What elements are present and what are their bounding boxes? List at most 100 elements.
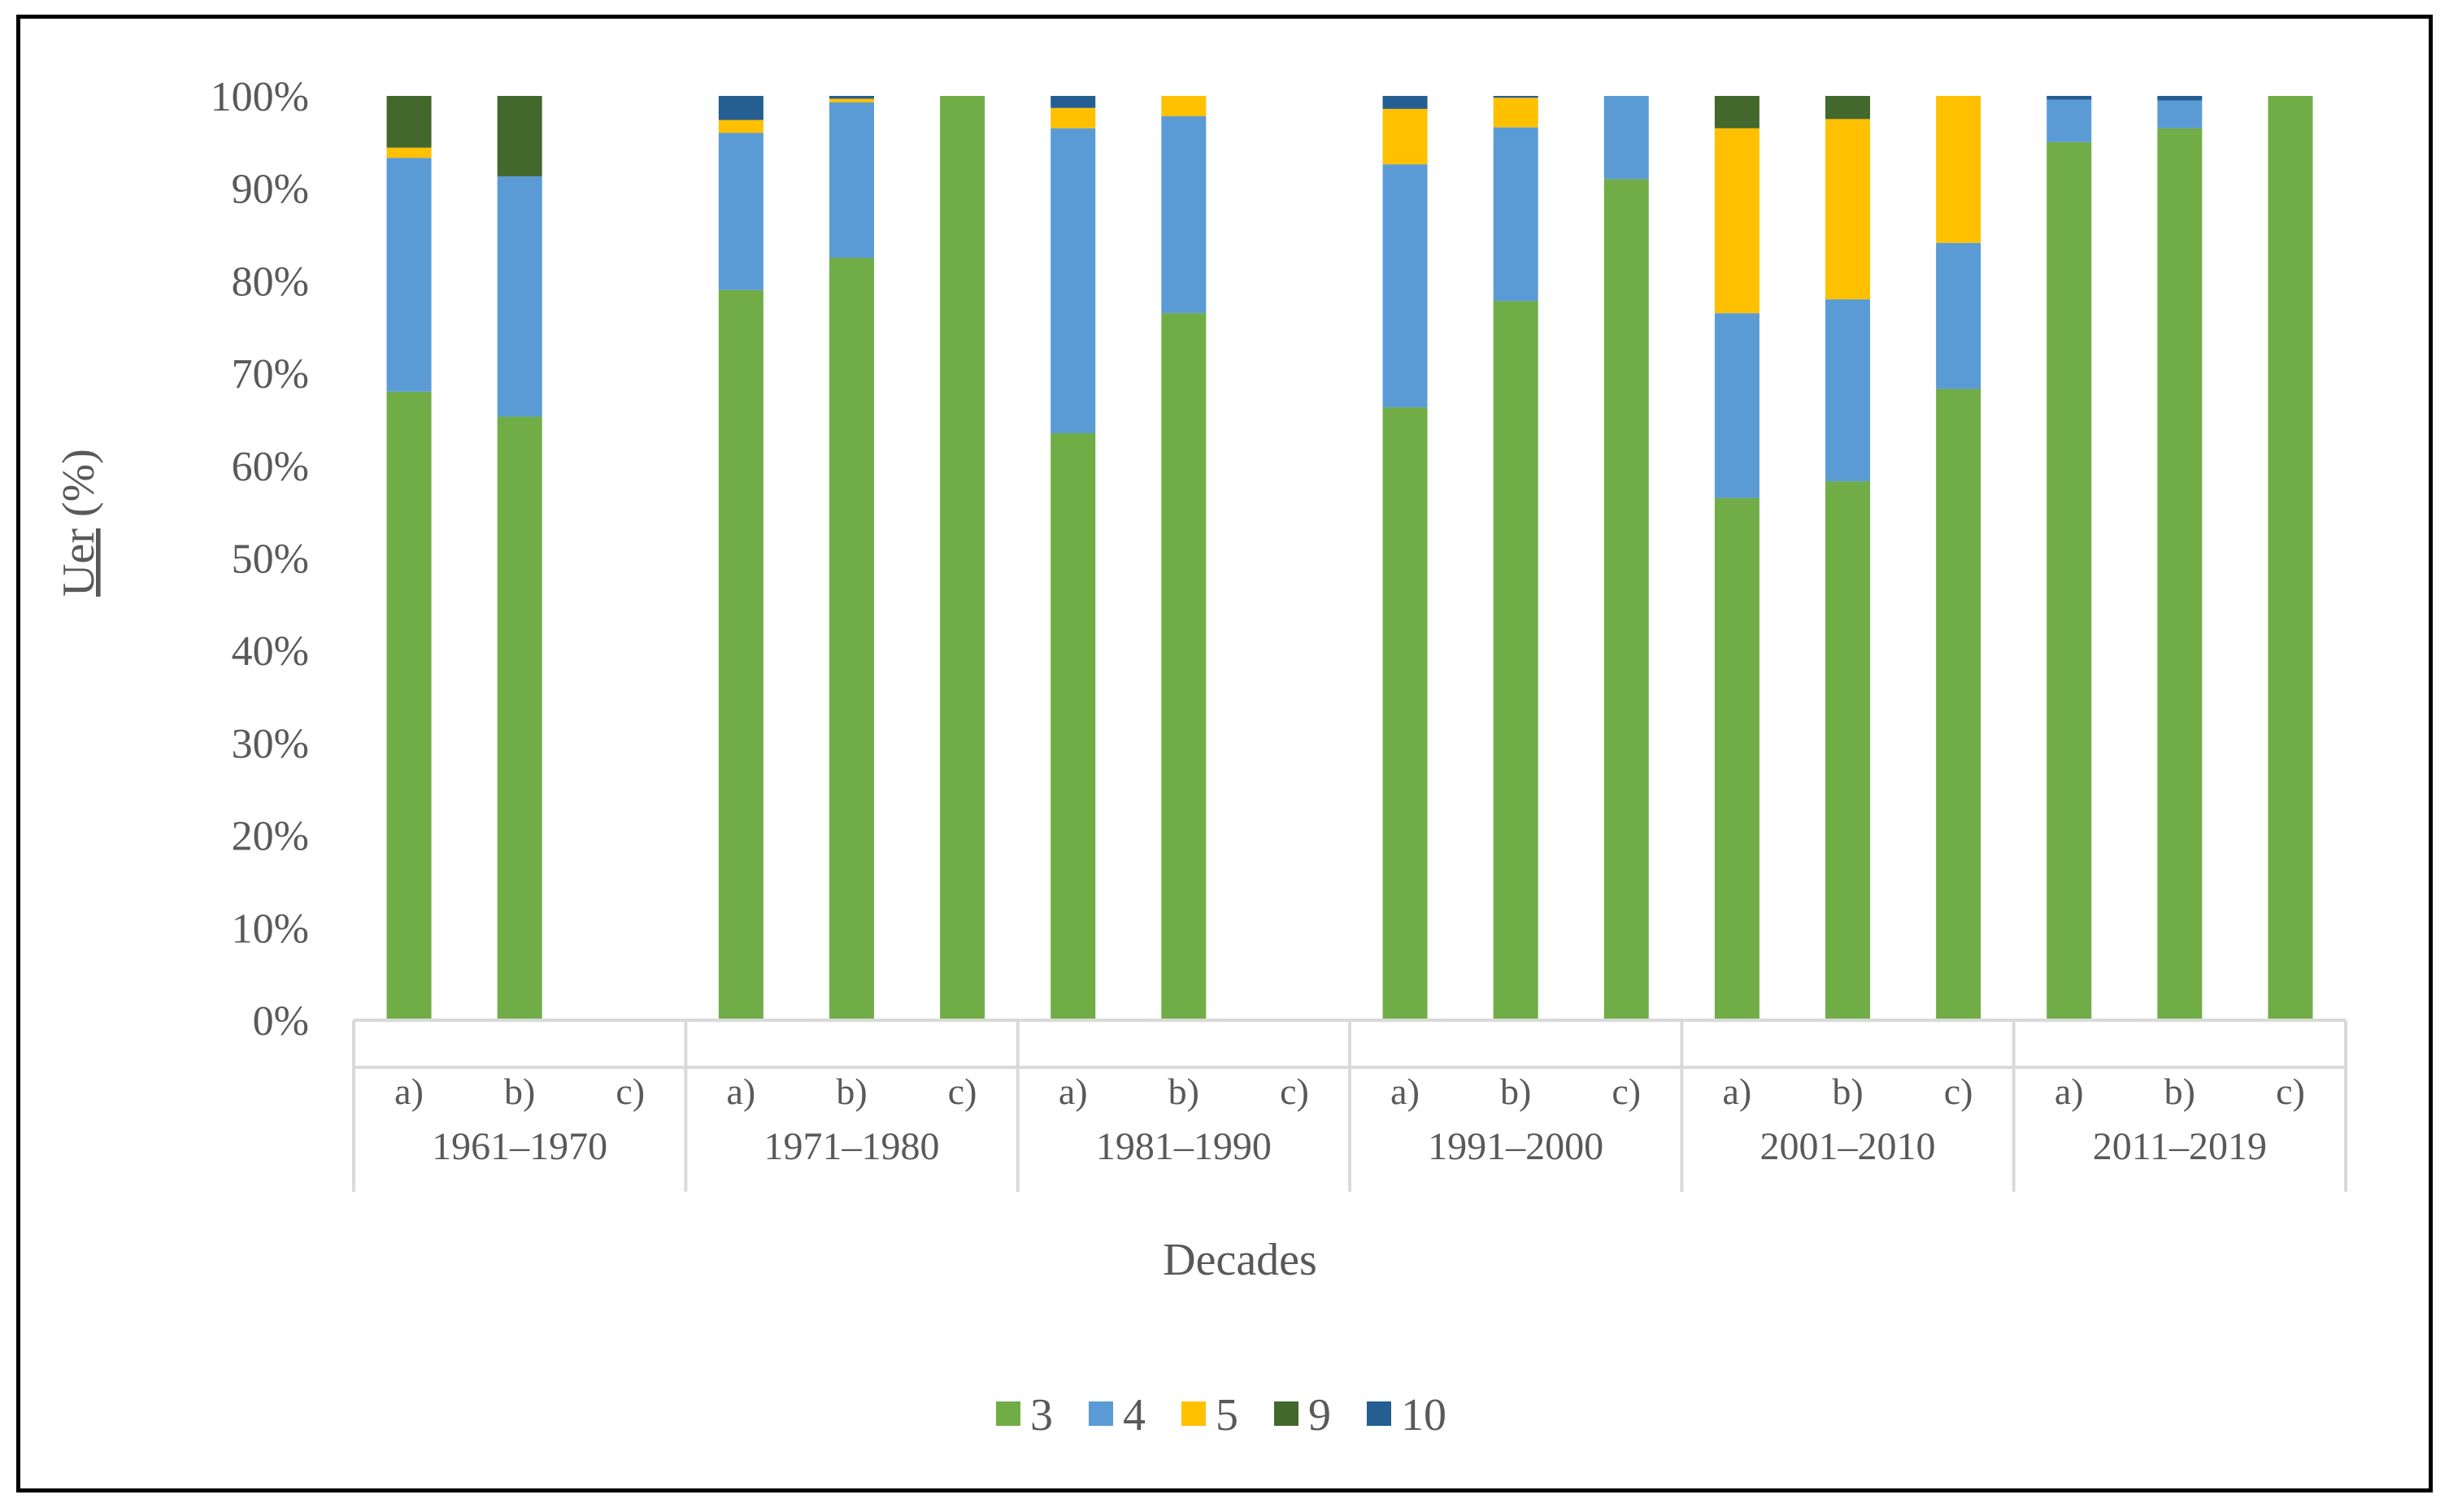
x-subcategory-label: c) xyxy=(1612,1071,1641,1112)
y-tick-label: 10% xyxy=(232,906,309,952)
bar-segment-series-3 xyxy=(2157,128,2203,1020)
bar-segment-series-3 xyxy=(940,96,985,1020)
y-axis-title-underlined: Uer xyxy=(54,528,104,597)
bar-segment-series-10 xyxy=(1382,96,1428,109)
bar-segment-series-5 xyxy=(1161,96,1207,117)
y-tick-label: 20% xyxy=(232,814,309,860)
legend-label-4: 4 xyxy=(1123,1390,1146,1440)
bar-segment-series-9 xyxy=(497,96,542,176)
x-subcategory-label: b) xyxy=(504,1071,535,1112)
x-subcategory-label: c) xyxy=(2276,1071,2305,1112)
bar-segment-series-10 xyxy=(1493,96,1538,98)
bar-segment-series-4 xyxy=(497,176,542,417)
legend-label-10: 10 xyxy=(1401,1390,1446,1440)
legend-swatch-3 xyxy=(996,1401,1020,1426)
bar-segment-series-3 xyxy=(1051,433,1096,1020)
x-subcategory-label: c) xyxy=(1280,1071,1309,1112)
bar-segment-series-4 xyxy=(718,133,763,290)
x-group-label: 1981–1990 xyxy=(1096,1125,1272,1168)
legend-label-9: 9 xyxy=(1308,1390,1331,1440)
chart-svg: 0% 10% 20% 30% 40% 50% 60% 70% 80% 90% 100% Uer (%… xyxy=(54,74,2347,1440)
x-subcategory-label: a) xyxy=(1390,1071,1420,1112)
y-tick-label: 40% xyxy=(232,628,309,675)
bar-segment-series-5 xyxy=(1051,107,1096,128)
bars xyxy=(386,96,2313,1021)
bar-segment-series-4 xyxy=(1382,164,1428,408)
bar-segment-series-3 xyxy=(2268,96,2313,1020)
bar-segment-series-4 xyxy=(829,102,874,258)
bar-segment-series-5 xyxy=(829,98,874,102)
y-axis-title-unit: (%) xyxy=(54,449,104,528)
x-subcategory-label: b) xyxy=(836,1071,867,1112)
bar-segment-series-4 xyxy=(1603,96,1649,180)
bar-segment-series-4 xyxy=(1936,242,1981,389)
legend-swatch-5 xyxy=(1181,1401,1206,1426)
bar-segment-series-10 xyxy=(2047,96,2092,100)
legend-swatch-4 xyxy=(1089,1401,1113,1426)
bar-segment-series-3 xyxy=(1714,497,1760,1020)
bar-segment-series-10 xyxy=(2157,96,2203,101)
bar-segment-series-10 xyxy=(718,96,763,120)
bar-segment-series-3 xyxy=(386,391,432,1021)
bar-segment-series-3 xyxy=(1603,179,1649,1021)
bar-segment-series-3 xyxy=(1161,313,1207,1020)
legend-swatch-10 xyxy=(1367,1401,1391,1426)
legend-label-3: 3 xyxy=(1030,1390,1053,1440)
x-subcategory-label: b) xyxy=(1500,1071,1531,1112)
x-subcategory-label: b) xyxy=(1168,1071,1199,1112)
bar-segment-series-9 xyxy=(1714,96,1760,128)
bar-segment-series-4 xyxy=(1714,313,1760,498)
x-subcategory-label: b) xyxy=(1832,1071,1863,1112)
x-group-label: 2001–2010 xyxy=(1760,1125,1936,1168)
y-tick-label: 0% xyxy=(253,998,309,1045)
bar-segment-series-5 xyxy=(718,119,763,133)
bar-segment-series-10 xyxy=(829,96,874,99)
y-tick-label: 50% xyxy=(232,537,309,583)
bar-segment-series-5 xyxy=(1714,128,1760,314)
bar-segment-series-3 xyxy=(1382,407,1428,1020)
x-group-label: 1991–2000 xyxy=(1428,1125,1603,1168)
bar-segment-series-3 xyxy=(497,416,542,1020)
bar-segment-series-3 xyxy=(718,289,763,1020)
x-subcategory-label: c) xyxy=(1944,1071,1973,1112)
bar-segment-series-9 xyxy=(386,96,432,148)
x-subcategory-label: c) xyxy=(616,1071,645,1112)
x-subcategory-label: a) xyxy=(1059,1071,1088,1112)
bar-segment-series-4 xyxy=(2047,99,2092,142)
bar-segment-series-5 xyxy=(1493,98,1538,128)
bar-segment-series-4 xyxy=(1051,128,1096,434)
bar-segment-series-3 xyxy=(829,257,874,1021)
y-tick-label: 80% xyxy=(232,259,309,305)
bar-segment-series-4 xyxy=(1493,127,1538,302)
legend: 3 4 5 9 10 xyxy=(996,1390,1446,1440)
bar-segment-series-4 xyxy=(2157,100,2203,128)
bar-segment-series-3 xyxy=(2047,141,2092,1021)
bar-segment-series-5 xyxy=(1825,119,1870,300)
x-subcategory-label: a) xyxy=(1723,1071,1752,1112)
x-subcategory-label: a) xyxy=(2055,1071,2084,1112)
bar-segment-series-4 xyxy=(386,158,432,392)
bar-segment-series-4 xyxy=(1825,299,1870,482)
bar-segment-series-9 xyxy=(1825,96,1870,119)
x-subcategory-label: c) xyxy=(948,1071,977,1112)
y-tick-label: 100% xyxy=(211,74,309,120)
bar-segment-series-10 xyxy=(1051,96,1096,108)
x-group-label: 1961–1970 xyxy=(432,1125,607,1168)
x-subcategory-label: a) xyxy=(394,1071,424,1112)
x-group-label: 1971–1980 xyxy=(764,1125,940,1168)
x-subcategory-label: a) xyxy=(727,1071,756,1112)
x-group-label: 2011–2019 xyxy=(2093,1125,2267,1168)
y-tick-label: 60% xyxy=(232,444,309,490)
bar-segment-series-3 xyxy=(1825,481,1870,1020)
bar-segment-series-3 xyxy=(1936,389,1981,1021)
x-subcategory-label: b) xyxy=(2164,1071,2195,1112)
bar-segment-series-4 xyxy=(1161,116,1207,314)
chart-frame: 0% 10% 20% 30% 40% 50% 60% 70% 80% 90% 100% Uer (%… xyxy=(16,15,2433,1492)
legend-label-5: 5 xyxy=(1216,1390,1238,1440)
y-tick-label: 30% xyxy=(232,721,309,767)
legend-swatch-9 xyxy=(1274,1401,1298,1426)
bar-segment-series-5 xyxy=(386,147,432,159)
x-axis-title: Decades xyxy=(1163,1235,1317,1285)
y-tick-label: 90% xyxy=(232,167,309,213)
